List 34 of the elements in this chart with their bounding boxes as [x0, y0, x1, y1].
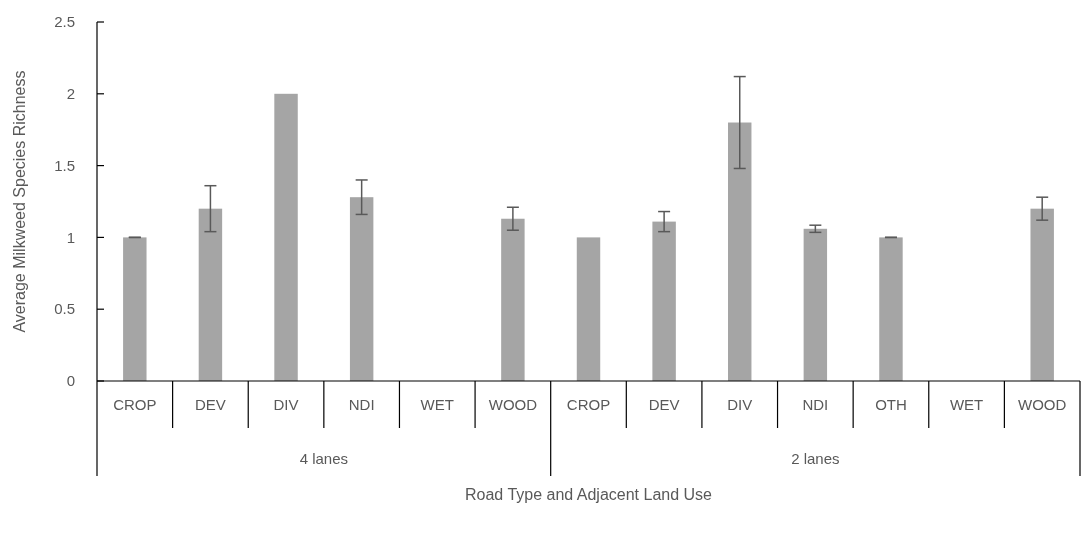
x-tick-label: DEV	[195, 396, 226, 413]
text: 4 lanes	[299, 450, 349, 467]
bar	[123, 237, 147, 381]
x-tick-label: WOOD	[488, 396, 538, 413]
bar	[728, 122, 752, 381]
bar	[274, 93, 298, 381]
x-tick-label: DIV	[273, 396, 299, 413]
y-axis-title: Average Milkweed Species Richness	[11, 70, 28, 333]
bar	[879, 237, 903, 381]
bar	[501, 218, 525, 381]
bar	[198, 208, 223, 381]
bar	[576, 237, 601, 381]
bar	[652, 221, 676, 381]
x-tick-label: CROP	[113, 396, 157, 413]
x-tick-label: WOOD	[1018, 396, 1067, 413]
y-tick-label: 2	[66, 85, 75, 103]
bar	[1030, 208, 1054, 381]
x-tick-label: DEV	[648, 396, 680, 413]
x-tick-label: OTH	[875, 396, 907, 413]
y-tick-label: 0.5	[54, 300, 75, 318]
x-tick-label: CROP	[566, 396, 611, 413]
x-axis-title: Road Type and Adjacent Land Use	[465, 486, 713, 503]
y-tick-label: 0	[66, 372, 75, 390]
text: 2 lanes	[791, 450, 840, 467]
y-tick-label: 1	[66, 228, 75, 246]
x-tick-label: NDI	[348, 396, 375, 413]
bar	[349, 197, 374, 381]
x-tick-label: WET	[949, 396, 984, 413]
bar	[803, 228, 828, 381]
y-tick-label: 2.5	[54, 13, 75, 31]
y-tick-label: 1.5	[54, 156, 75, 174]
x-tick-label: DIV	[727, 396, 753, 413]
x-tick-label: WET	[420, 396, 454, 413]
x-tick-label: NDI	[802, 396, 829, 413]
